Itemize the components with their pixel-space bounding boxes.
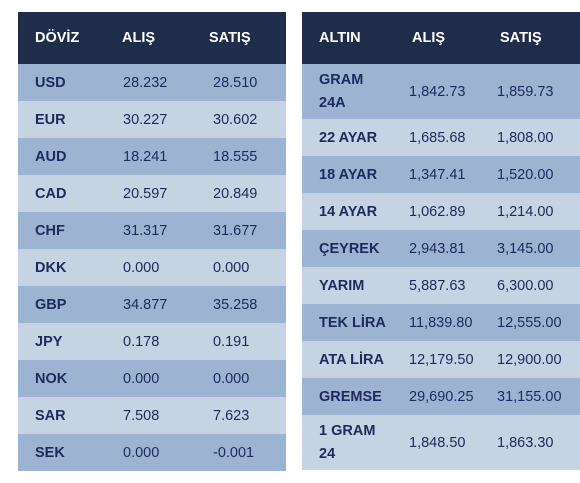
sell-price: 7.623 [213, 407, 250, 424]
doviz-header-name: DÖVİZ [18, 12, 112, 64]
sell-price: 18.555 [213, 148, 258, 165]
altin-header-name: ALTIN [302, 12, 392, 64]
sell-price: 1,859.73 [497, 83, 554, 100]
currency-code: JPY [35, 333, 63, 350]
altin-row-yarim: YARIM 5,887.63 6,300.00 [302, 267, 580, 304]
doviz-row-cad: CAD 20.597 20.849 [18, 175, 286, 212]
sell-price: 1,520.00 [497, 166, 554, 183]
altin-table: ALTIN ALIŞ SATIŞ GRAM 24A 1,842.73 1,859… [302, 12, 580, 470]
buy-price: 31.317 [123, 222, 168, 239]
buy-price: 0.000 [123, 370, 160, 387]
gold-type: TEK LİRA [319, 314, 386, 331]
altin-row-ceyrek: ÇEYREK 2,943.81 3,145.00 [302, 230, 580, 267]
doviz-row-jpy: JPY 0.178 0.191 [18, 323, 286, 360]
buy-price: 34.877 [123, 296, 168, 313]
buy-price: 12,179.50 [409, 351, 474, 368]
sell-price: 31,155.00 [497, 388, 562, 405]
sell-price: 0.000 [213, 259, 250, 276]
gold-type: ATA LİRA [319, 351, 384, 368]
doviz-row-usd: USD 28.232 28.510 [18, 64, 286, 101]
currency-code: NOK [35, 370, 68, 387]
buy-price: 1,347.41 [409, 166, 466, 183]
doviz-row-chf: CHF 31.317 31.677 [18, 212, 286, 249]
altin-row-gremse: GREMSE 29,690.25 31,155.00 [302, 378, 580, 415]
sell-price: 30.602 [213, 111, 258, 128]
altin-row-1-gram-24: 1 GRAM 24 1,848.50 1,863.30 [302, 415, 580, 470]
altin-row-14-ayar: 14 AYAR 1,062.89 1,214.00 [302, 193, 580, 230]
currency-code: GBP [35, 296, 67, 313]
gold-type: YARIM [319, 277, 365, 294]
buy-price: 0.000 [123, 444, 160, 461]
buy-price: 0.178 [123, 333, 160, 350]
doviz-row-gbp: GBP 34.877 35.258 [18, 286, 286, 323]
sell-price: 28.510 [213, 74, 258, 91]
doviz-row-sek: SEK 0.000 -0.001 [18, 434, 286, 471]
sell-price: 6,300.00 [497, 277, 554, 294]
sell-price: 0.000 [213, 370, 250, 387]
gold-type: 14 AYAR [319, 203, 378, 220]
altin-row-tek-lira: TEK LİRA 11,839.80 12,555.00 [302, 304, 580, 341]
currency-code: USD [35, 74, 66, 91]
sell-price: 1,214.00 [497, 203, 554, 220]
doviz-row-dkk: DKK 0.000 0.000 [18, 249, 286, 286]
currency-code: AUD [35, 148, 67, 165]
gold-type: GRAM 24A [319, 71, 364, 111]
altin-header-row: ALTIN ALIŞ SATIŞ [302, 12, 580, 64]
doviz-header-satis: SATIŞ [202, 12, 286, 64]
gold-type: GREMSE [319, 388, 382, 405]
sell-price: 20.849 [213, 185, 258, 202]
doviz-table: DÖVİZ ALIŞ SATIŞ USD 28.232 28.510 EUR 3… [18, 12, 286, 471]
buy-price: 2,943.81 [409, 240, 466, 257]
altin-header-satis: SATIŞ [481, 12, 580, 64]
buy-price: 1,062.89 [409, 203, 466, 220]
currency-code: SEK [35, 444, 65, 461]
buy-price: 29,690.25 [409, 388, 474, 405]
sell-price: 1,863.30 [497, 434, 554, 451]
sell-price: 12,555.00 [497, 314, 562, 331]
buy-price: 11,839.80 [409, 314, 473, 331]
gold-type: 22 AYAR [319, 129, 378, 146]
buy-price: 0.000 [123, 259, 160, 276]
buy-price: 1,848.50 [409, 434, 466, 451]
currency-code: DKK [35, 259, 67, 276]
currency-code: CHF [35, 222, 65, 239]
buy-price: 18.241 [123, 148, 168, 165]
sell-price: 12,900.00 [497, 351, 562, 368]
sell-price: 0.191 [213, 333, 250, 350]
sell-price: 1,808.00 [497, 129, 554, 146]
currency-code: CAD [35, 185, 67, 202]
doviz-row-nok: NOK 0.000 0.000 [18, 360, 286, 397]
altin-row-gram-24a: GRAM 24A 1,842.73 1,859.73 [302, 64, 580, 119]
sell-price: -0.001 [213, 444, 255, 461]
doviz-row-sar: SAR 7.508 7.623 [18, 397, 286, 434]
sell-price: 3,145.00 [497, 240, 554, 257]
buy-price: 28.232 [123, 74, 168, 91]
doviz-row-eur: EUR 30.227 30.602 [18, 101, 286, 138]
doviz-header-row: DÖVİZ ALIŞ SATIŞ [18, 12, 286, 64]
buy-price: 1,842.73 [409, 83, 466, 100]
buy-price: 20.597 [123, 185, 168, 202]
gold-type: ÇEYREK [319, 240, 380, 257]
doviz-header-alis: ALIŞ [112, 12, 202, 64]
sell-price: 31.677 [213, 222, 258, 239]
altin-row-18-ayar: 18 AYAR 1,347.41 1,520.00 [302, 156, 580, 193]
buy-price: 30.227 [123, 111, 168, 128]
currency-code: SAR [35, 407, 66, 424]
sell-price: 35.258 [213, 296, 258, 313]
gold-type: 1 GRAM 24 [319, 422, 376, 462]
doviz-row-aud: AUD 18.241 18.555 [18, 138, 286, 175]
buy-price: 5,887.63 [409, 277, 466, 294]
currency-code: EUR [35, 111, 66, 128]
buy-price: 7.508 [123, 407, 160, 424]
buy-price: 1,685.68 [409, 129, 466, 146]
altin-row-22-ayar: 22 AYAR 1,685.68 1,808.00 [302, 119, 580, 156]
gold-type: 18 AYAR [319, 166, 378, 183]
altin-row-ata-lira: ATA LİRA 12,179.50 12,900.00 [302, 341, 580, 378]
altin-header-alis: ALIŞ [392, 12, 481, 64]
